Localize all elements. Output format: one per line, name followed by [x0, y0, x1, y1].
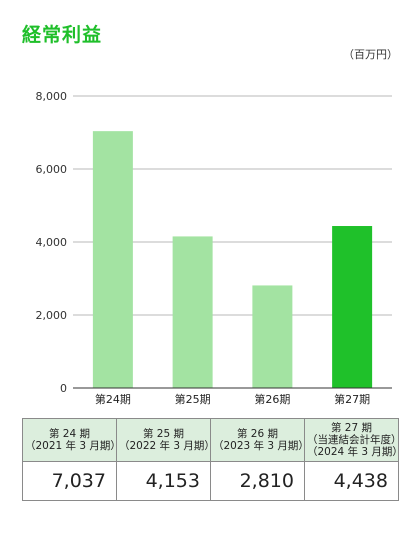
value-cell-27: 4,438: [304, 461, 399, 501]
x-tick-label: 第26期: [254, 392, 290, 406]
unit-label: （百万円）: [343, 48, 398, 61]
bar-第24期: [92, 131, 133, 388]
x-tick-label: 第25期: [175, 392, 211, 406]
header-period: 第 25 期: [142, 428, 185, 440]
y-tick-label: 4,000: [36, 236, 68, 249]
header-cell-27: 第 27 期 （当連結会計年度） （2024 年 3 月期）: [304, 418, 403, 462]
y-tick-label: 2,000: [36, 309, 68, 322]
bar-第26期: [252, 285, 293, 388]
header-fiscal-year: （2021 年 3 月期）: [25, 440, 121, 452]
header-period: 第 24 期: [48, 428, 91, 440]
header-fiscal-year: （2022 年 3 月期）: [119, 440, 215, 452]
header-cell-24: 第 24 期 （2021 年 3 月期）: [22, 418, 121, 462]
table-header-row: 第 24 期 （2021 年 3 月期） 第 25 期 （2022 年 3 月期…: [22, 418, 403, 462]
x-tick-label: 第24期: [95, 392, 131, 406]
value-cell-26: 2,810: [210, 461, 305, 501]
summary-table: 第 24 期 （2021 年 3 月期） 第 25 期 （2022 年 3 月期…: [22, 418, 403, 501]
header-cell-25: 第 25 期 （2022 年 3 月期）: [116, 418, 215, 462]
header-fiscal-year: （2023 年 3 月期）: [213, 440, 309, 452]
bar-chart: 0 2,000 4,000 6,000 8,000 第24期 第25期 第26期 第27期: [36, 90, 392, 406]
chart-title: 経常利益: [22, 24, 103, 46]
header-fiscal-year: （2024 年 3 月期）: [307, 446, 403, 458]
header-period: 第 27 期: [330, 422, 373, 434]
header-cell-26: 第 26 期 （2023 年 3 月期）: [210, 418, 309, 462]
y-tick-label: 8,000: [36, 90, 68, 103]
header-note: （当連結会計年度）: [307, 434, 402, 446]
y-tick-label: 0: [60, 382, 67, 395]
value-cell-25: 4,153: [116, 461, 211, 501]
y-tick-label: 6,000: [36, 163, 68, 176]
table-row: 7,037 4,153 2,810 4,438: [22, 461, 399, 501]
header-period: 第 26 期: [236, 428, 279, 440]
bar-第27期: [332, 226, 373, 388]
value-cell-24: 7,037: [22, 461, 117, 501]
x-tick-label: 第27期: [334, 392, 370, 406]
bar-第25期: [172, 236, 213, 388]
